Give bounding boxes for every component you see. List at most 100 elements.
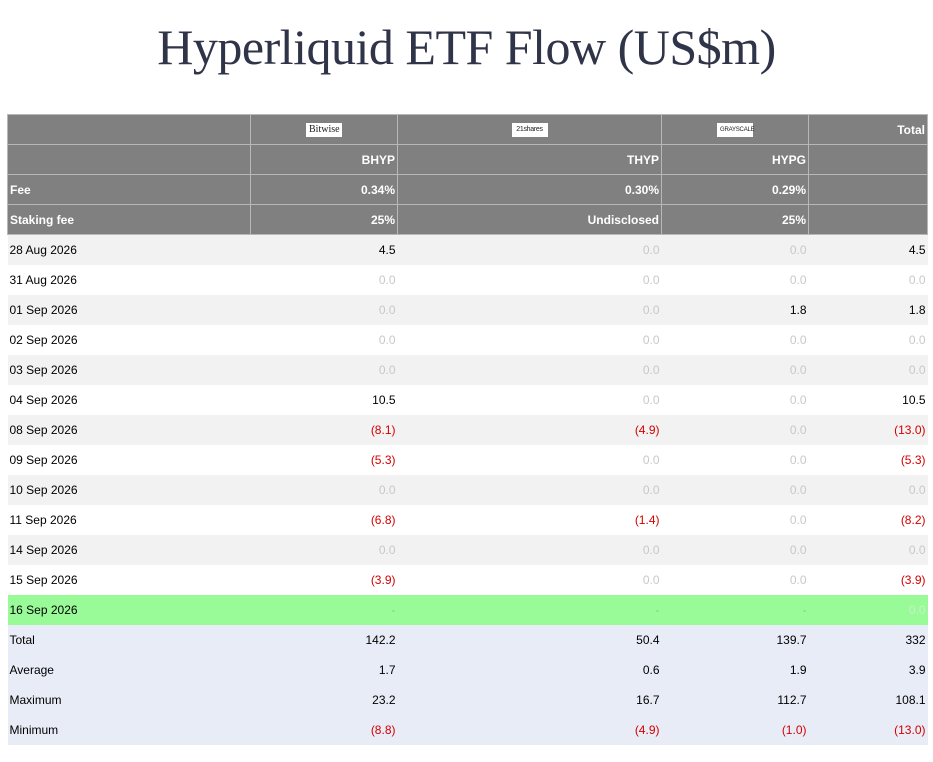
summary-cell-hypg: 139.7 <box>661 625 809 655</box>
row-date: 28 Aug 2026 <box>7 234 251 265</box>
summary-cell-hypg: (1.0) <box>661 715 809 745</box>
flow-cell-hypg: 1.8 <box>661 295 809 325</box>
empty-header-cell <box>808 144 928 175</box>
page-title: Hyperliquid ETF Flow (US$m) <box>157 19 776 75</box>
summary-cell-hypg: 112.7 <box>661 685 809 715</box>
issuer-cell-bitwise: Bitwise <box>250 114 398 145</box>
row-date: 01 Sep 2026 <box>7 295 251 325</box>
table-row: 03 Sep 2026 0.0 0.0 0.0 0.0 <box>7 355 928 385</box>
flow-cell-bhyp: 0.0 <box>250 475 398 505</box>
flow-cell-bhyp: - <box>250 595 398 625</box>
summary-label: Minimum <box>7 715 251 745</box>
flow-cell-hypg: 0.0 <box>661 565 809 595</box>
flow-cell-thyp: 0.0 <box>397 385 662 415</box>
flow-cell-bhyp: (6.8) <box>250 505 398 535</box>
ticker-hypg: HYPG <box>661 144 809 175</box>
flow-cell-hypg: 0.0 <box>661 535 809 565</box>
flow-cell-hypg: 0.0 <box>661 385 809 415</box>
summary-cell-total: 3.9 <box>808 655 928 685</box>
flow-cell-hypg: - <box>661 595 809 625</box>
flow-cell-total: 10.5 <box>808 385 928 415</box>
table-row: 15 Sep 2026 (3.9) 0.0 0.0 (3.9) <box>7 565 928 595</box>
summary-label: Maximum <box>7 685 251 715</box>
table-row: 10 Sep 2026 0.0 0.0 0.0 0.0 <box>7 475 928 505</box>
summary-cell-bhyp: 142.2 <box>250 625 398 655</box>
flow-cell-bhyp: 0.0 <box>250 355 398 385</box>
flow-cell-thyp: (4.9) <box>397 415 662 445</box>
flow-cell-bhyp: 4.5 <box>250 234 398 265</box>
staking-fee-label: Staking fee <box>7 204 251 235</box>
table-row: 08 Sep 2026 (8.1) (4.9) 0.0 (13.0) <box>7 415 928 445</box>
flow-cell-bhyp: (8.1) <box>250 415 398 445</box>
row-date: 04 Sep 2026 <box>7 385 251 415</box>
row-date: 11 Sep 2026 <box>7 505 251 535</box>
flow-cell-total: (13.0) <box>808 415 928 445</box>
flow-cell-hypg: 0.0 <box>661 445 809 475</box>
flow-cell-hypg: 0.0 <box>661 234 809 265</box>
fee-row: Fee 0.34% 0.30% 0.29% <box>7 174 928 205</box>
flow-cell-thyp: 0.0 <box>397 535 662 565</box>
row-date: 31 Aug 2026 <box>7 265 251 295</box>
fee-thyp: 0.30% <box>397 174 662 205</box>
empty-header-cell <box>7 144 251 175</box>
row-date: 15 Sep 2026 <box>7 565 251 595</box>
summary-cell-bhyp: 1.7 <box>250 655 398 685</box>
total-column-header: Total <box>808 114 928 145</box>
staking-bhyp: 25% <box>250 204 398 235</box>
flow-cell-hypg: 0.0 <box>661 355 809 385</box>
grayscale-logo-icon: GRAYSCALE <box>717 122 755 137</box>
summary-label: Total <box>7 625 251 655</box>
flow-cell-bhyp: (3.9) <box>250 565 398 595</box>
fee-hypg: 0.29% <box>661 174 809 205</box>
row-date: 10 Sep 2026 <box>7 475 251 505</box>
flow-cell-total: 0.0 <box>808 535 928 565</box>
summary-cell-thyp: (4.9) <box>397 715 662 745</box>
flow-cell-total: 0.0 <box>808 325 928 355</box>
flow-cell-total: (5.3) <box>808 445 928 475</box>
staking-thyp: Undisclosed <box>397 204 662 235</box>
row-date: 02 Sep 2026 <box>7 325 251 355</box>
empty-header-cell <box>7 114 251 145</box>
flow-cell-bhyp: 0.0 <box>250 325 398 355</box>
flow-cell-total: (3.9) <box>808 565 928 595</box>
empty-header-cell <box>808 174 928 205</box>
etf-flow-table: Bitwise 21shares GRAYSCALE Total BHYP TH… <box>7 114 928 745</box>
summary-row: Maximum 23.2 16.7 112.7 108.1 <box>7 685 928 715</box>
table-row: 11 Sep 2026 (6.8) (1.4) 0.0 (8.2) <box>7 505 928 535</box>
table-row: 14 Sep 2026 0.0 0.0 0.0 0.0 <box>7 535 928 565</box>
flow-cell-hypg: 0.0 <box>661 505 809 535</box>
bitwise-logo-icon: Bitwise <box>306 122 342 137</box>
flow-cell-hypg: 0.0 <box>661 265 809 295</box>
empty-header-cell <box>808 204 928 235</box>
flow-cell-total: 0.0 <box>808 475 928 505</box>
flow-cell-bhyp: (5.3) <box>250 445 398 475</box>
flow-cell-total: (8.2) <box>808 505 928 535</box>
flow-cell-thyp: 0.0 <box>397 445 662 475</box>
summary-rows: Total 142.2 50.4 139.7 332 Average 1.7 0.6 1.9 3.… <box>7 625 928 745</box>
summary-cell-thyp: 16.7 <box>397 685 662 715</box>
flow-cell-thyp: 0.0 <box>397 355 662 385</box>
ticker-thyp: THYP <box>397 144 662 175</box>
flow-cell-total: 4.5 <box>808 234 928 265</box>
ticker-bhyp: BHYP <box>250 144 398 175</box>
flow-cell-bhyp: 0.0 <box>250 295 398 325</box>
table-row: 02 Sep 2026 0.0 0.0 0.0 0.0 <box>7 325 928 355</box>
issuer-cell-grayscale: GRAYSCALE <box>661 114 809 145</box>
issuer-cell-21shares: 21shares <box>397 114 662 145</box>
table-row: 16 Sep 2026- - -0.0 <box>7 595 928 625</box>
table-row: 04 Sep 2026 10.5 0.0 0.0 10.5 <box>7 385 928 415</box>
summary-cell-bhyp: 23.2 <box>250 685 398 715</box>
row-date: 03 Sep 2026 <box>7 355 251 385</box>
summary-cell-bhyp: (8.8) <box>250 715 398 745</box>
summary-label: Average <box>7 655 251 685</box>
flow-cell-thyp: 0.0 <box>397 295 662 325</box>
flow-cell-thyp: 0.0 <box>397 265 662 295</box>
summary-cell-total: 332 <box>808 625 928 655</box>
21shares-logo-icon: 21shares <box>511 122 548 137</box>
flow-cell-thyp: 0.0 <box>397 325 662 355</box>
row-date: 08 Sep 2026 <box>7 415 251 445</box>
summary-cell-thyp: 50.4 <box>397 625 662 655</box>
staking-fee-row: Staking fee 25% Undisclosed 25% <box>7 204 928 235</box>
flow-cell-hypg: 0.0 <box>661 325 809 355</box>
flow-cell-thyp: 0.0 <box>397 565 662 595</box>
